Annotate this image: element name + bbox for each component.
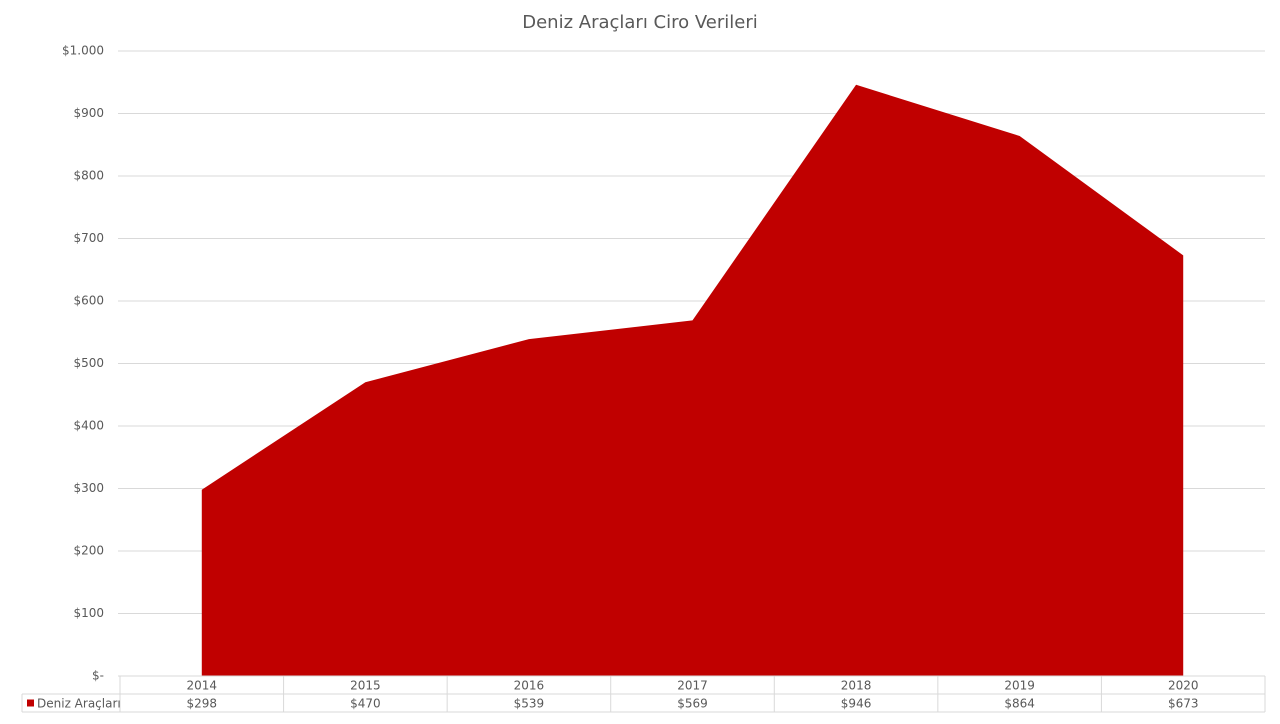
y-tick-label: $900 [73,106,104,120]
y-tick-label: $500 [73,356,104,370]
x-tick-label: 2017 [677,679,708,693]
area [201,84,1184,676]
chart-title: Deniz Araçları Ciro Verileri [522,12,758,33]
data-label: $946 [841,697,872,711]
y-tick-label: $700 [73,231,104,245]
data-label: $298 [187,697,218,711]
y-tick-label: $- [92,669,104,683]
y-tick-label: $1.000 [62,44,104,58]
x-tick-label: 2018 [841,679,872,693]
y-tick-label: $200 [73,544,104,558]
data-label: $864 [1004,697,1035,711]
x-tick-label: 2016 [514,679,545,693]
x-tick-label: 2014 [187,679,218,693]
y-tick-label: $100 [73,606,104,620]
data-label: $470 [350,697,381,711]
legend-label: Deniz Araçları [37,697,121,711]
y-tick-label: $400 [73,419,104,433]
y-tick-label: $300 [73,481,104,495]
data-label: $673 [1168,697,1199,711]
x-tick-label: 2020 [1168,679,1199,693]
x-tick-label: 2015 [350,679,381,693]
data-label: $539 [514,697,545,711]
legend-swatch [27,699,34,707]
x-tick-label: 2019 [1004,679,1035,693]
y-tick-label: $600 [73,294,104,308]
y-tick-label: $800 [73,169,104,183]
data-label: $569 [677,697,708,711]
